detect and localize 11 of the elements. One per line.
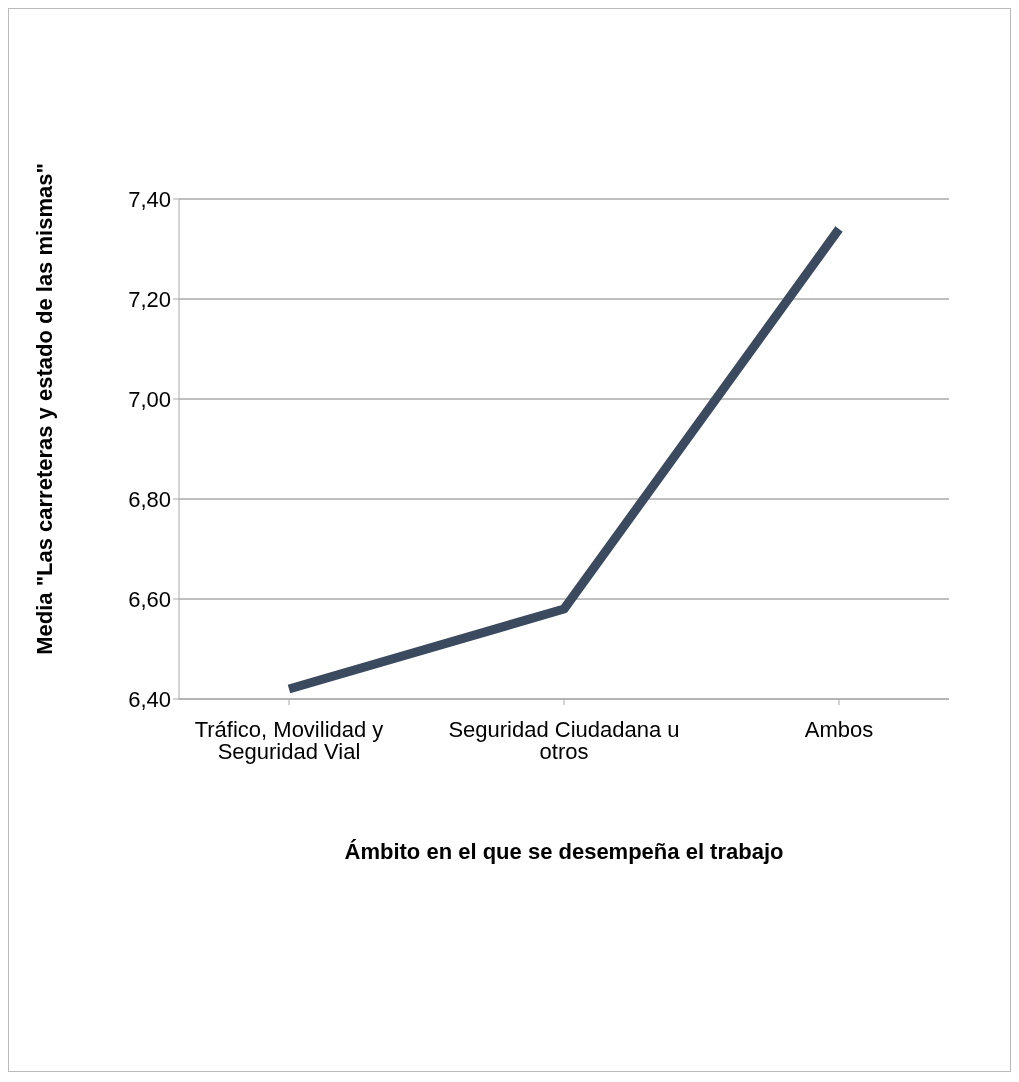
y-tick-label: 7,20 (128, 286, 171, 312)
y-tick-label: 7,40 (128, 186, 171, 212)
y-tick-label: 7,00 (128, 386, 171, 412)
y-axis-title: Media "Las carreteras y estado de las mismas" (31, 163, 57, 655)
x-tick-label: Tráfico, Movilidad y Seguridad Vial (194, 716, 384, 764)
y-tick-label: 6,40 (128, 686, 171, 712)
y-tick-label: 6,80 (128, 486, 171, 512)
x-tick-label: Ambos (804, 716, 874, 742)
x-axis-title: Ámbito en el que se desempeña el trabajo (344, 839, 784, 864)
x-tick-label: Seguridad Ciudadana u otros (448, 716, 680, 764)
y-tick-label: 6,60 (128, 586, 171, 612)
